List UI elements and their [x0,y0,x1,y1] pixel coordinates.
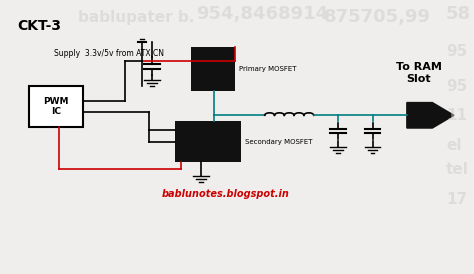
Text: el: el [446,138,462,153]
Bar [191,47,235,91]
Text: bablunotes.blogspot.in: bablunotes.blogspot.in [162,189,290,199]
Text: tel: tel [446,162,469,177]
Text: 58: 58 [446,5,471,23]
FancyArrow shape [407,102,454,128]
Text: CKT-3: CKT-3 [18,19,62,33]
Text: PWM
IC: PWM IC [44,97,69,116]
Text: 95: 95 [446,79,467,94]
Text: bablupater b.: bablupater b. [78,10,195,25]
Bar [174,121,212,162]
Text: 17: 17 [446,192,467,207]
Text: Secondary MOSFET: Secondary MOSFET [245,139,312,145]
Text: Supply  3.3v/5v from ATX CN: Supply 3.3v/5v from ATX CN [54,48,164,58]
Text: To RAM
Slot: To RAM Slot [396,62,442,84]
Bar [29,86,83,127]
Bar [204,121,241,162]
Text: 11: 11 [446,108,467,123]
Text: 954,8468914: 954,8468914 [196,5,328,23]
Text: 95: 95 [446,44,467,59]
Text: 875705,99: 875705,99 [324,8,430,26]
Text: Primary MOSFET: Primary MOSFET [239,66,297,72]
